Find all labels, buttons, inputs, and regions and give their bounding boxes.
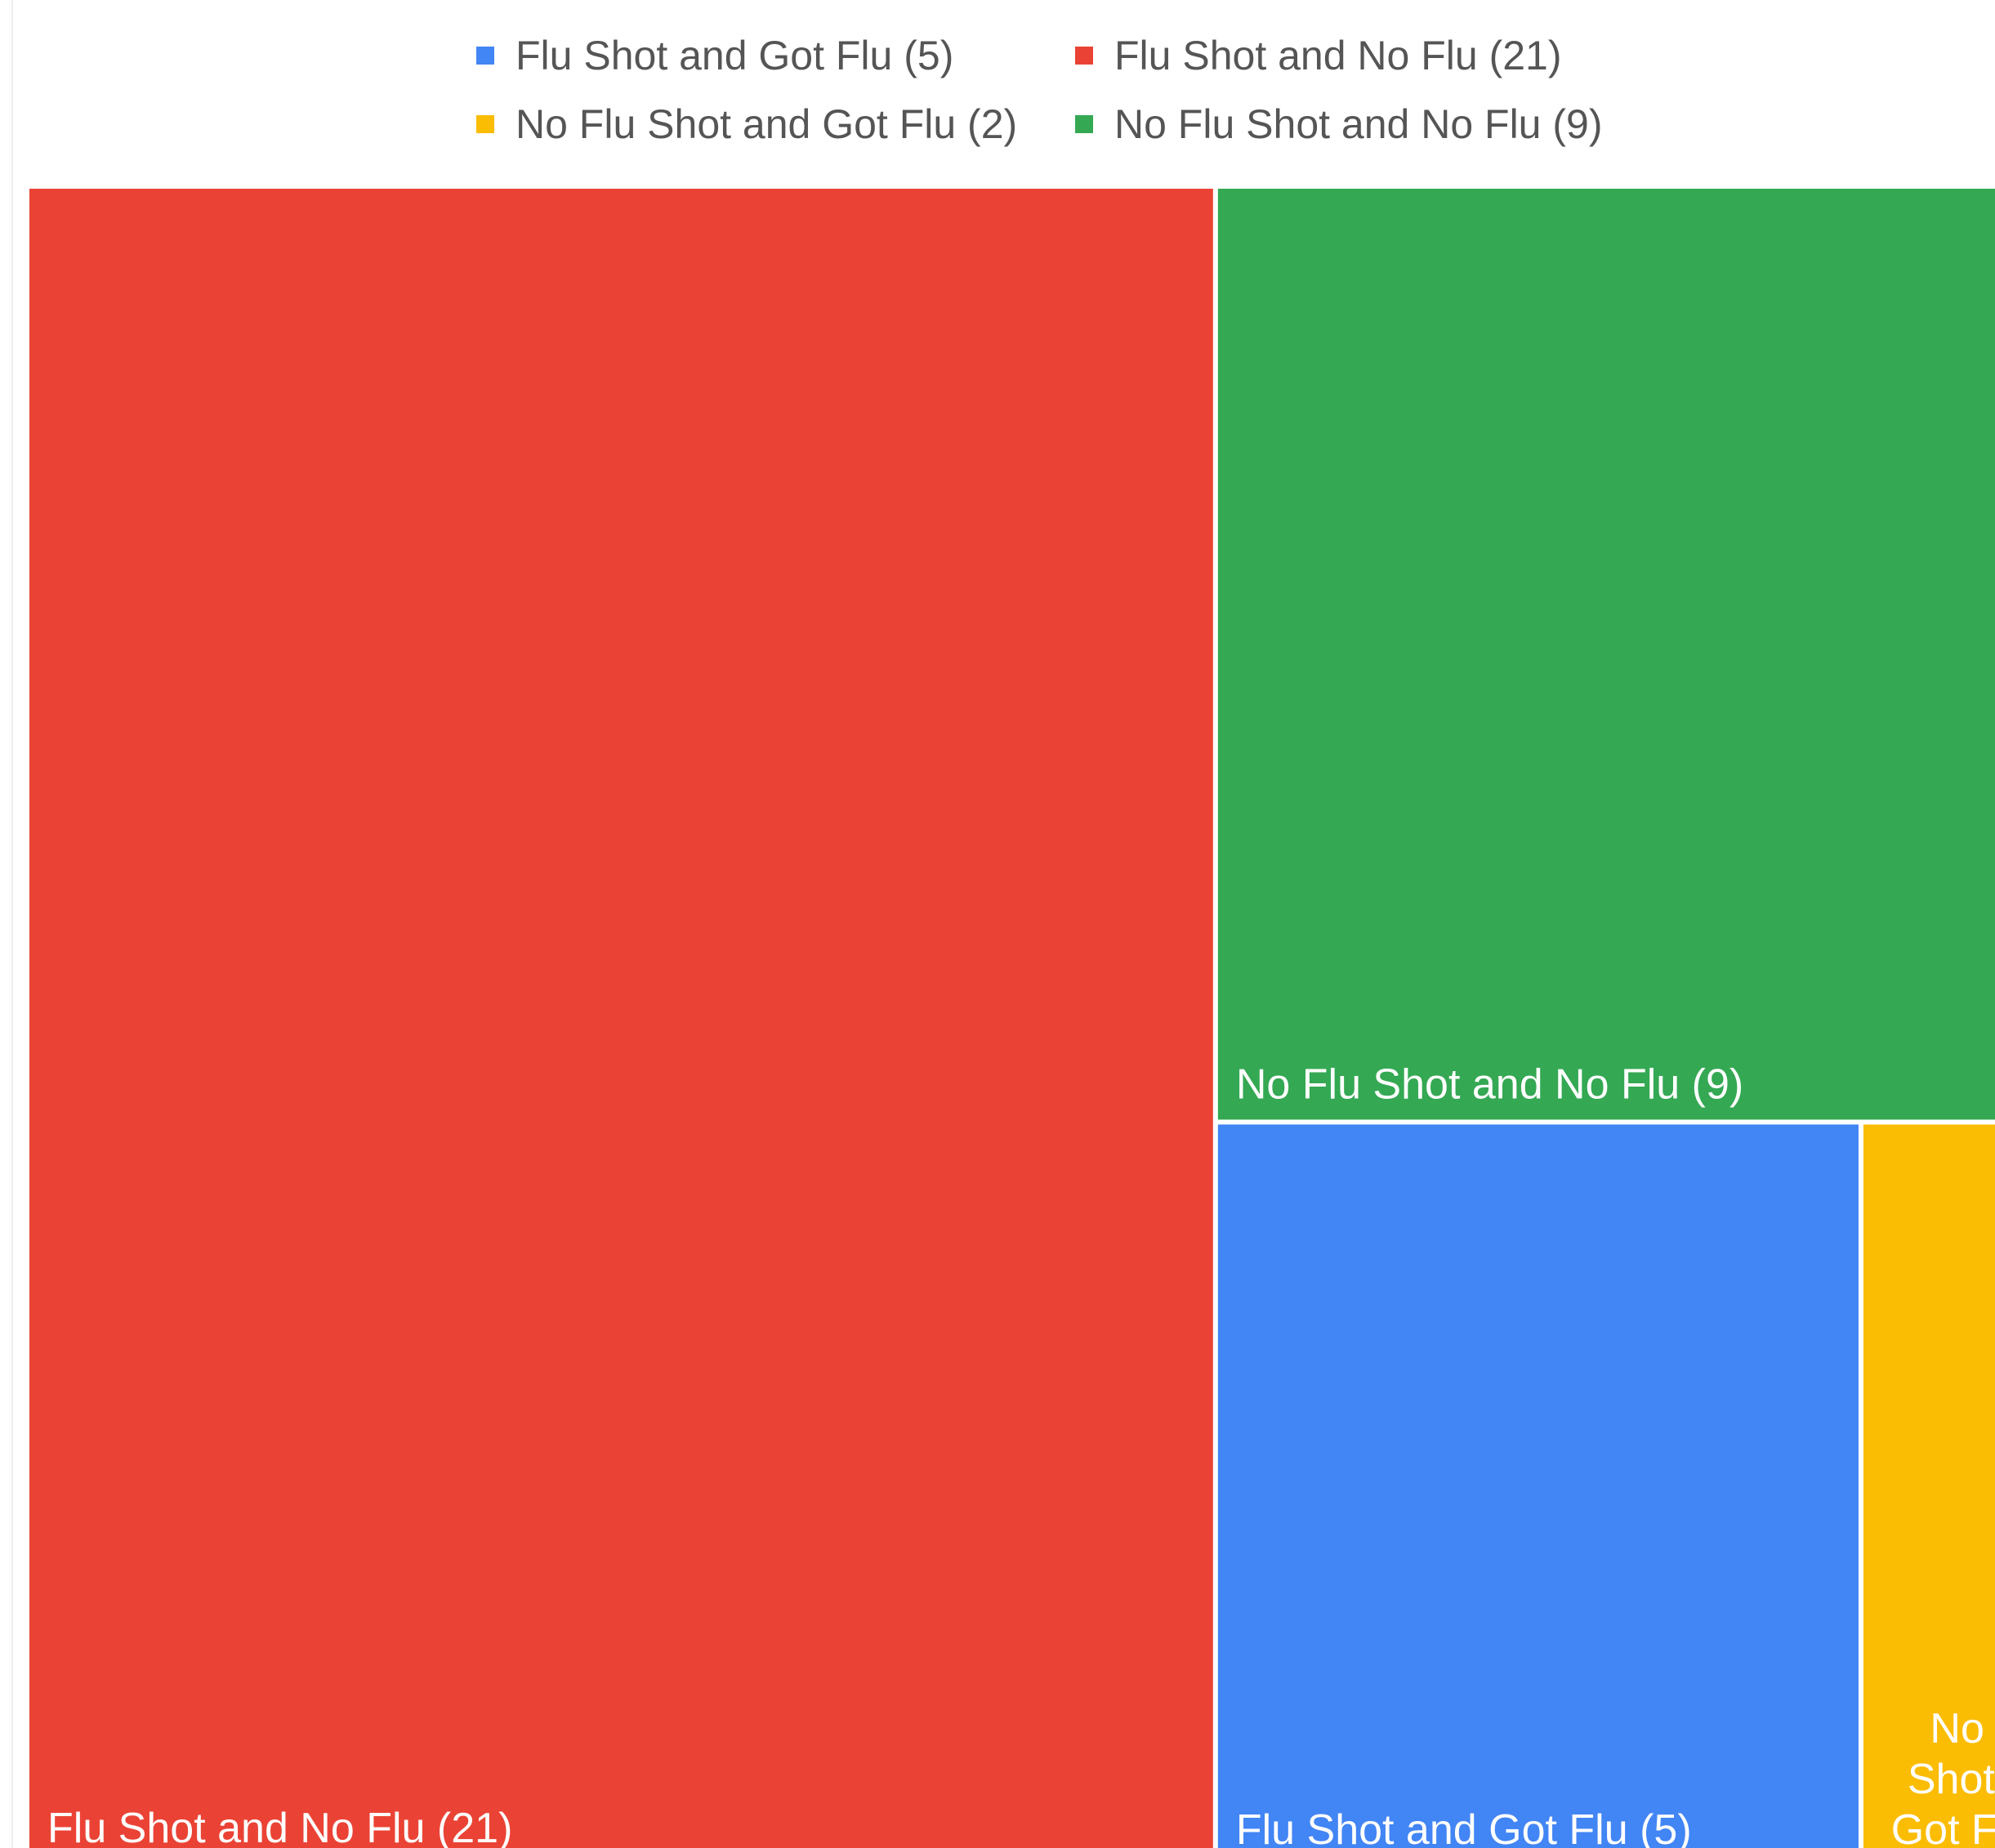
tile-no-flu-shot-got-flu[interactable] [1863, 1124, 1995, 1848]
legend-item-no-flu-shot-no-flu[interactable]: No Flu Shot and No Flu (9) [1075, 100, 1603, 149]
legend-label: Flu Shot and Got Flu (5) [515, 33, 954, 78]
tile-flu-shot-got-flu[interactable] [1217, 1124, 1859, 1848]
tile-label-no-flu-shot-got-flu-line: No Flu [1930, 1705, 1995, 1752]
legend-item-no-flu-shot-got-flu[interactable]: No Flu Shot and Got Flu (2) [476, 100, 1017, 149]
tile-label-no-flu-shot-no-flu: No Flu Shot and No Flu (9) [1236, 1060, 1743, 1108]
tile-label-flu-shot-got-flu: Flu Shot and Got Flu (5) [1236, 1806, 1692, 1848]
legend-swatch-blue [476, 47, 494, 65]
legend-swatch-yellow [476, 115, 494, 133]
legend-item-flu-shot-no-flu[interactable]: Flu Shot and No Flu (21) [1075, 31, 1562, 80]
legend-label: Flu Shot and No Flu (21) [1114, 33, 1562, 78]
tile-label-flu-shot-no-flu: Flu Shot and No Flu (21) [47, 1805, 512, 1848]
tile-label-no-flu-shot-got-flu-line: Got Flu (2) [1891, 1806, 1995, 1848]
tile-flu-shot-no-flu[interactable] [29, 189, 1213, 1848]
tile-no-flu-shot-no-flu[interactable] [1217, 189, 1995, 1120]
page-edge [0, 0, 13, 1848]
legend-swatch-red [1075, 47, 1093, 65]
legend-label: No Flu Shot and Got Flu (2) [515, 101, 1018, 147]
legend-item-flu-shot-got-flu[interactable]: Flu Shot and Got Flu (5) [476, 31, 953, 80]
tile-label-no-flu-shot-got-flu-line: Shot and [1908, 1756, 1995, 1803]
treemap-chart: Flu Shot and No Flu (21) No Flu Shot and … [29, 189, 1995, 1848]
legend-swatch-green [1075, 115, 1093, 133]
legend: Flu Shot and Got Flu (5) Flu Shot and No… [0, 0, 1995, 180]
legend-label: No Flu Shot and No Flu (9) [1114, 101, 1603, 147]
